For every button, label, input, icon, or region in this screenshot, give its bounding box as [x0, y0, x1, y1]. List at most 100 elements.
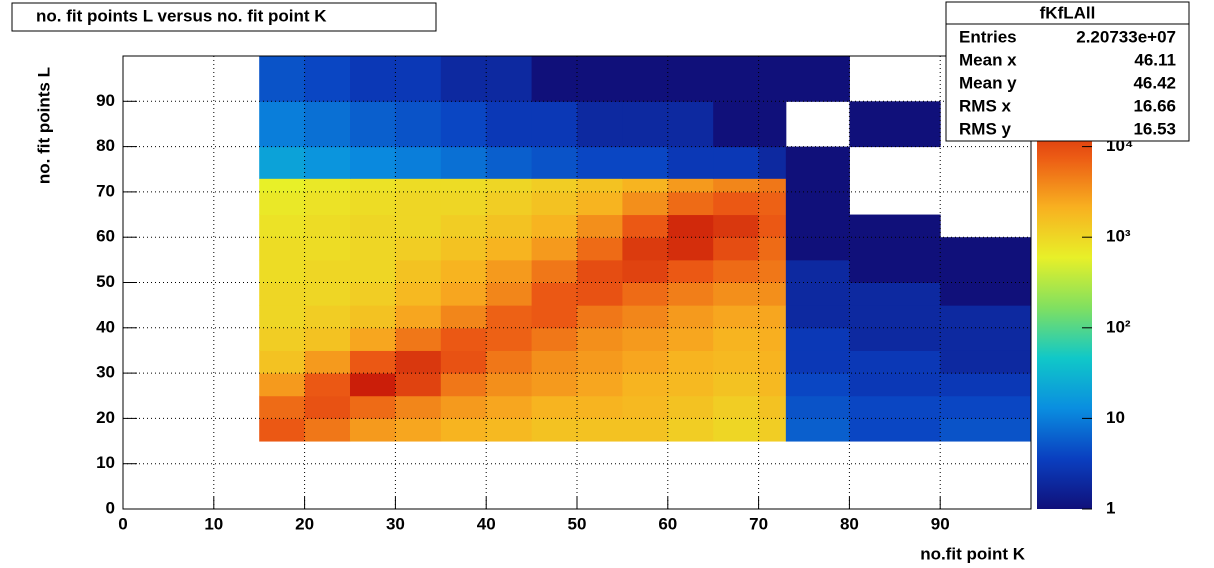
y-tick-label: 0	[106, 498, 115, 517]
heat-cell	[940, 395, 1032, 419]
heat-cell	[849, 418, 941, 442]
heat-cell	[713, 282, 760, 306]
heat-cell	[713, 373, 760, 397]
heat-cell	[577, 259, 623, 283]
heat-cell	[531, 395, 578, 419]
heat-cell	[849, 237, 941, 261]
heat-cell	[440, 237, 487, 261]
heat-cell	[395, 191, 442, 216]
heat-cell	[667, 56, 714, 102]
x-tick-label: 40	[477, 514, 496, 533]
heat-cell	[758, 237, 787, 261]
heat-cell	[440, 214, 487, 238]
heat-cell	[758, 418, 787, 442]
heat-cell	[785, 373, 850, 397]
heat-cell	[940, 259, 1032, 283]
heat-cell	[940, 282, 1032, 306]
heat-cell	[350, 350, 396, 374]
heat-cell	[350, 56, 396, 102]
heat-cell	[486, 237, 533, 261]
heat-cell	[395, 237, 442, 261]
heat-cell	[622, 305, 669, 329]
heat-cell	[531, 259, 578, 283]
heat-cell	[849, 373, 941, 397]
heat-cell	[622, 282, 669, 306]
heat-cell	[758, 178, 787, 193]
heat-cell	[785, 214, 850, 238]
heat-cell	[395, 146, 442, 179]
heat-cell	[531, 305, 578, 329]
heat-cell	[531, 191, 578, 216]
heat-cell	[713, 178, 760, 193]
heat-cell	[350, 395, 396, 419]
heat-cell	[785, 282, 850, 306]
heat-cell	[259, 305, 306, 329]
heat-cell	[486, 282, 533, 306]
heat-cell	[758, 191, 787, 216]
stats-value: 2.20733e+07	[1076, 27, 1176, 46]
heat-cell	[304, 259, 351, 283]
heat-cell	[531, 178, 578, 193]
heat-cell	[304, 282, 351, 306]
heat-cell	[486, 178, 533, 193]
heat-cell	[350, 282, 396, 306]
heat-cell	[486, 146, 533, 179]
x-tick-label: 30	[386, 514, 405, 533]
heat-cell	[622, 191, 669, 216]
heat-cell	[713, 101, 760, 148]
heat-cell	[667, 146, 714, 179]
heat-cell	[304, 373, 351, 397]
heat-cell	[667, 373, 714, 397]
heat-cell	[259, 56, 306, 102]
heat-cell	[395, 178, 442, 193]
y-tick-label: 90	[96, 91, 115, 110]
heat-cell	[259, 101, 306, 148]
heat-cell	[531, 327, 578, 351]
heat-cell	[622, 146, 669, 179]
heat-cell	[758, 101, 787, 148]
heat-cell	[350, 373, 396, 397]
heat-cell	[622, 237, 669, 261]
heat-cell	[486, 327, 533, 351]
heat-cell	[622, 327, 669, 351]
stats-value: 46.11	[1134, 50, 1176, 69]
heat-cell	[350, 327, 396, 351]
heat-cell	[940, 327, 1032, 351]
stats-title: fKfLAll	[1040, 3, 1096, 22]
heat-cell	[395, 395, 442, 419]
y-tick-label: 40	[96, 317, 115, 336]
stats-name: Entries	[959, 27, 1017, 46]
heat-cell	[713, 259, 760, 283]
z-tick-label: 10²	[1106, 317, 1131, 336]
heat-cell	[758, 395, 787, 419]
heat-cell	[785, 56, 850, 102]
heat-cell	[667, 327, 714, 351]
x-tick-label: 10	[204, 514, 223, 533]
heat-cell	[259, 350, 306, 374]
chart-title: no. fit points L versus no. fit point K	[36, 6, 327, 25]
heat-cell	[440, 146, 487, 179]
heat-cell	[486, 56, 533, 102]
heat-cell	[622, 259, 669, 283]
heat-cell	[350, 101, 396, 148]
heat-cell	[531, 237, 578, 261]
x-tick-label: 0	[118, 514, 127, 533]
x-tick-label: 70	[749, 514, 768, 533]
heat-cell	[440, 305, 487, 329]
heat-cell	[577, 214, 623, 238]
heat-cell	[713, 395, 760, 419]
heat-cell	[259, 214, 306, 238]
stats-name: Mean x	[959, 50, 1017, 69]
heat-cell	[849, 305, 941, 329]
heat-cell	[440, 191, 487, 216]
stats-value: 46.42	[1133, 73, 1176, 92]
heat-cell	[667, 305, 714, 329]
heat-cell	[486, 395, 533, 419]
heat-cell	[304, 56, 351, 102]
heat-cell	[531, 418, 578, 442]
x-tick-label: 50	[568, 514, 587, 533]
heat-cell	[667, 214, 714, 238]
heat-cell	[577, 373, 623, 397]
heat-cell	[440, 327, 487, 351]
heat-cell	[785, 350, 850, 374]
